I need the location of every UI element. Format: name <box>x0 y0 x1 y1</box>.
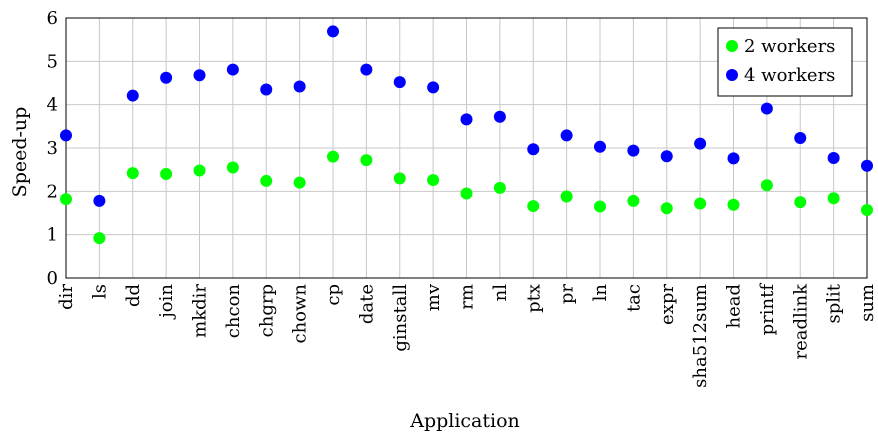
point-4-workers-pr <box>560 129 573 142</box>
point-4-workers-expr <box>660 150 673 163</box>
point-4-workers-readlink <box>794 132 807 145</box>
point-4-workers-chown <box>293 80 306 93</box>
x-tick-label-ptx: ptx <box>523 284 544 313</box>
legend-label-2-workers: 2 workers <box>744 36 835 57</box>
point-2-workers-ptx <box>527 200 540 213</box>
point-2-workers-head <box>727 198 740 211</box>
legend-marker-2-workers <box>726 40 738 52</box>
point-2-workers-printf <box>760 179 773 192</box>
x-tick-label-rm: rm <box>457 284 478 310</box>
plot-frame <box>65 17 868 279</box>
point-2-workers-ls <box>93 232 106 245</box>
point-2-workers-mv <box>427 174 440 187</box>
point-2-workers-ln <box>594 200 606 213</box>
point-4-workers-chcon <box>226 63 239 76</box>
point-2-workers-join <box>160 168 173 180</box>
point-2-workers-sum <box>861 203 873 216</box>
x-tick-label-date: date <box>356 284 377 324</box>
x-tick-label-ln: ln <box>590 284 611 302</box>
point-2-workers-sha512sum <box>694 197 707 210</box>
point-2-workers-readlink <box>794 196 807 209</box>
y-tick-label: 4 <box>47 95 58 116</box>
x-tick-label-chgrp: chgrp <box>256 284 277 337</box>
y-tick-label: 5 <box>47 51 58 72</box>
x-tick-label-readlink: readlink <box>790 283 811 360</box>
x-tick-label-mkdir: mkdir <box>190 284 211 338</box>
point-2-workers-tac <box>627 194 640 207</box>
x-tick-label-join: join <box>156 284 177 320</box>
point-4-workers-ptx <box>527 143 540 156</box>
point-2-workers-mkdir <box>193 164 206 177</box>
point-2-workers-chcon <box>226 161 239 174</box>
point-2-workers-ginstall <box>393 172 406 185</box>
point-4-workers-ls <box>93 194 106 207</box>
point-2-workers-expr <box>660 202 673 215</box>
legend: 2 workers 4 workers <box>717 27 853 97</box>
point-2-workers-rm <box>460 187 473 200</box>
point-4-workers-mkdir <box>193 69 206 82</box>
x-tick-label-dir: dir <box>56 284 77 310</box>
point-4-workers-tac <box>627 144 640 157</box>
data-points <box>60 25 873 245</box>
point-2-workers-pr <box>560 190 573 203</box>
x-tick-label-sum: sum <box>857 284 878 322</box>
y-tick-label: 3 <box>47 138 58 159</box>
point-2-workers-dd <box>126 167 139 180</box>
point-4-workers-date <box>360 63 373 76</box>
point-2-workers-chown <box>293 176 306 189</box>
point-4-workers-split <box>827 151 840 164</box>
point-2-workers-date <box>360 154 373 167</box>
legend-marker-4-workers <box>726 69 738 81</box>
x-tick-label-printf: printf <box>757 283 778 336</box>
y-axis-title: Speed-up <box>9 107 31 198</box>
x-axis-title: Application <box>409 410 520 432</box>
x-tick-label-dd: dd <box>123 284 144 307</box>
x-tick-label-tac: tac <box>623 284 644 312</box>
point-4-workers-dd <box>126 89 139 102</box>
point-2-workers-dir <box>60 193 72 206</box>
point-2-workers-nl <box>493 181 506 194</box>
point-4-workers-ginstall <box>393 76 406 89</box>
point-4-workers-sha512sum <box>694 137 707 150</box>
y-tick-label: 2 <box>47 181 58 202</box>
x-tick-label-ls: ls <box>89 284 110 299</box>
point-4-workers-printf <box>760 102 773 115</box>
y-tick-label: 0 <box>47 268 58 289</box>
point-2-workers-split <box>827 192 840 205</box>
x-tick-label-head: head <box>724 284 745 329</box>
point-4-workers-ln <box>594 140 606 153</box>
x-tick-label-mv: mv <box>423 283 444 311</box>
y-tick-label: 6 <box>47 8 58 29</box>
point-4-workers-nl <box>493 110 506 123</box>
point-4-workers-mv <box>427 81 440 94</box>
x-tick-label-ginstall: ginstall <box>390 284 411 352</box>
x-tick-label-chcon: chcon <box>223 284 244 339</box>
point-4-workers-sum <box>861 159 873 172</box>
point-4-workers-head <box>727 152 740 165</box>
point-4-workers-chgrp <box>260 83 273 96</box>
point-4-workers-join <box>160 71 173 84</box>
point-4-workers-dir <box>60 129 72 142</box>
legend-box <box>717 27 853 97</box>
point-2-workers-chgrp <box>260 174 273 187</box>
x-tick-label-expr: expr <box>657 284 678 325</box>
x-tick-label-nl: nl <box>490 284 511 302</box>
point-4-workers-cp <box>327 25 339 38</box>
legend-label-4-workers: 4 workers <box>744 65 835 86</box>
x-tick-label-cp: cp <box>323 284 344 306</box>
x-tick-label-sha512sum: sha512sum <box>690 284 711 388</box>
x-axis-ticks: dir ls dd join mkdir chcon chgrp chown cp date gin… <box>56 283 878 388</box>
x-tick-label-split: split <box>824 283 845 323</box>
y-axis-ticks: 0 1 2 3 4 5 6 <box>47 8 58 289</box>
x-tick-label-pr: pr <box>557 284 578 305</box>
point-4-workers-rm <box>460 113 473 126</box>
y-tick-label: 1 <box>47 225 58 246</box>
x-tick-label-chown: chown <box>290 284 311 344</box>
point-2-workers-cp <box>327 150 339 163</box>
